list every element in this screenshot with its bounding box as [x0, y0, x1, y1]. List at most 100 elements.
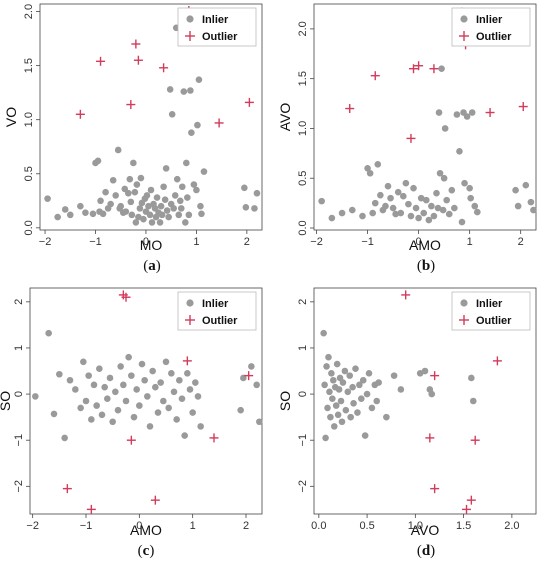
inlier-point — [128, 372, 135, 379]
outlier-point — [462, 504, 472, 514]
inlier-point — [468, 374, 475, 382]
inlier-point — [170, 205, 178, 212]
inlier-point — [193, 186, 200, 194]
outlier-point — [244, 371, 254, 381]
plot-area-frame — [313, 287, 537, 515]
inlier-point — [158, 211, 166, 219]
legend-outlier-marker — [459, 315, 469, 325]
legend-outlier-marker — [459, 31, 469, 41]
legend-inlier-label: Inlier — [476, 298, 503, 310]
inlier-point — [166, 86, 174, 93]
inlier-point — [173, 175, 181, 183]
inlier-point — [170, 388, 178, 396]
inlier-point — [183, 159, 190, 167]
inlier-point — [96, 365, 103, 373]
x-tick-label: −2 — [39, 236, 52, 248]
x-tick-label: −1 — [80, 520, 93, 532]
inlier-point — [50, 410, 58, 418]
inlier-point — [415, 214, 422, 222]
legend-outlier-marker — [185, 315, 195, 325]
inlier-point — [425, 216, 433, 224]
inlier-point — [341, 367, 349, 375]
inlier-point — [56, 370, 63, 378]
inlier-point — [436, 169, 444, 177]
x-tick-label: 1 — [190, 520, 196, 532]
inlier-point — [72, 386, 79, 393]
inlier-point — [192, 379, 199, 386]
inlier-point — [350, 400, 357, 407]
legend-inlier-marker — [460, 15, 468, 23]
inlier-point — [141, 376, 148, 384]
inlier-point — [461, 179, 468, 187]
inlier-point — [365, 370, 373, 377]
legend: Inlier Outlier — [451, 7, 531, 47]
outlier-point — [414, 61, 424, 71]
inlier-point — [143, 192, 151, 199]
inlier-point — [157, 379, 164, 386]
inlier-point — [469, 397, 477, 405]
inlier-point — [173, 416, 180, 423]
inlier-point — [344, 388, 352, 396]
x-tick-label: 2 — [518, 236, 524, 248]
inlier-point — [171, 192, 179, 199]
inlier-point — [138, 360, 146, 368]
inlier-point — [162, 358, 170, 366]
inlier-point — [434, 204, 442, 212]
inlier-point — [417, 194, 425, 202]
inlier-point — [109, 418, 116, 426]
inlier-point — [323, 363, 330, 370]
y-axis-title: SO — [0, 391, 13, 411]
legend: Inlier Outlier — [451, 291, 531, 331]
inlier-point — [162, 165, 170, 172]
inlier-point — [147, 186, 155, 194]
legend-outlier-label: Outlier — [476, 315, 512, 327]
inlier-point — [397, 386, 405, 393]
inlier-point — [117, 202, 125, 210]
inlier-point — [177, 205, 185, 212]
inlier-point — [44, 195, 51, 202]
outlier-point — [430, 484, 440, 494]
inlier-point — [156, 219, 164, 226]
outlier-point — [121, 292, 131, 302]
inlier-point — [97, 197, 104, 205]
y-tick-label: 1.5 — [23, 58, 35, 73]
inlier-point — [397, 209, 405, 217]
inlier-point — [181, 432, 188, 439]
inlier-point — [117, 363, 124, 370]
inlier-point — [443, 196, 450, 204]
inlier-point — [527, 198, 535, 206]
inlier-point — [410, 184, 417, 192]
inlier-point — [363, 390, 371, 398]
legend-outlier-label: Outlier — [202, 31, 238, 43]
inlier-point — [412, 204, 420, 212]
inlier-point — [153, 194, 161, 201]
inlier-point — [136, 205, 144, 212]
inlier-point — [338, 209, 346, 217]
inlier-point — [394, 188, 402, 196]
inlier-point — [428, 202, 435, 210]
inlier-point — [328, 214, 336, 222]
legend-inlier-marker — [186, 299, 194, 307]
inlier-point — [112, 388, 119, 396]
inlier-point — [85, 372, 92, 379]
inlier-point — [120, 381, 127, 389]
outlier-point — [126, 435, 136, 445]
inlier-point — [421, 367, 429, 375]
x-axis-title: AVO — [411, 522, 440, 538]
outlier-point — [470, 435, 480, 445]
y-tick-label: 0.0 — [297, 220, 309, 235]
x-axis-title: AMO — [130, 522, 162, 538]
inlier-point — [109, 176, 117, 184]
inlier-point — [364, 164, 371, 172]
panel-label: (b) — [417, 258, 435, 274]
inlier-point — [194, 393, 202, 400]
inlier-point — [32, 393, 39, 400]
inlier-point — [318, 197, 325, 205]
inlier-point — [127, 198, 135, 206]
outlier-point — [62, 484, 72, 494]
inlier-point — [197, 423, 204, 430]
inlier-point — [178, 395, 186, 402]
inlier-point — [356, 381, 363, 389]
inlier-point — [407, 212, 415, 220]
x-tick-label: 0 — [136, 520, 142, 532]
